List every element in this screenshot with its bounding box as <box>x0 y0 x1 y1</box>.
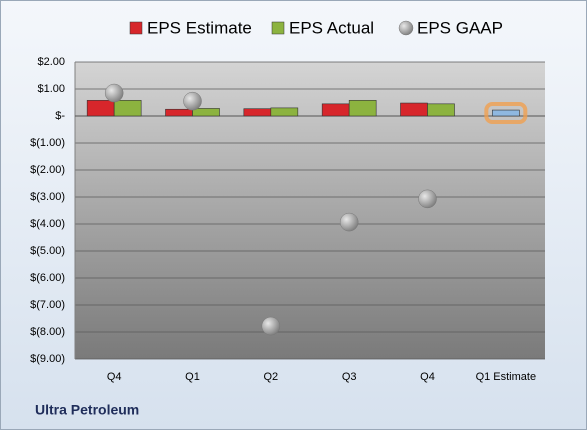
legend-label: EPS Estimate <box>147 18 252 37</box>
y-tick-label: $(8.00) <box>30 326 65 338</box>
point <box>261 316 281 336</box>
point <box>104 83 124 103</box>
y-tick-label: $(2.00) <box>30 164 65 176</box>
plot-area <box>75 62 545 359</box>
bar <box>400 102 428 117</box>
bar <box>321 103 350 117</box>
y-tick-label: $- <box>55 110 65 122</box>
y-tick-label: $(5.00) <box>30 245 65 257</box>
x-tick-label: Q1 Estimate <box>476 371 537 383</box>
x-tick-label: Q1 <box>185 371 200 383</box>
legend-marker <box>129 21 143 35</box>
legend-marker <box>271 21 285 35</box>
legend-marker <box>398 20 414 36</box>
highlight <box>484 102 528 124</box>
y-tick-label: $(7.00) <box>30 299 65 311</box>
y-tick-label: $(3.00) <box>30 191 65 203</box>
bar <box>427 103 455 117</box>
x-tick-label: Q3 <box>342 371 357 383</box>
y-tick-label: $(1.00) <box>30 137 65 149</box>
point <box>418 189 437 209</box>
x-tick-label: Q4 <box>420 371 435 383</box>
legend-label: EPS GAAP <box>417 18 503 37</box>
y-tick-label: $1.00 <box>37 83 65 95</box>
point <box>183 91 202 111</box>
bar <box>492 109 520 117</box>
x-tick-label: Q4 <box>107 371 122 383</box>
bar <box>270 107 299 117</box>
bar <box>165 108 193 117</box>
y-tick-label: $(4.00) <box>30 218 65 230</box>
point <box>339 212 359 232</box>
bar <box>243 108 272 117</box>
legend-label: EPS Actual <box>289 18 374 37</box>
y-tick-label: $(9.00) <box>30 353 65 365</box>
y-tick-label: $(6.00) <box>30 272 65 284</box>
bar <box>192 108 220 117</box>
bar <box>348 100 377 117</box>
x-tick-label: Q2 <box>263 371 278 383</box>
y-tick-label: $2.00 <box>37 56 65 68</box>
footer: Ultra Petroleum <box>35 402 139 418</box>
bar <box>86 100 115 117</box>
bar <box>113 100 142 117</box>
